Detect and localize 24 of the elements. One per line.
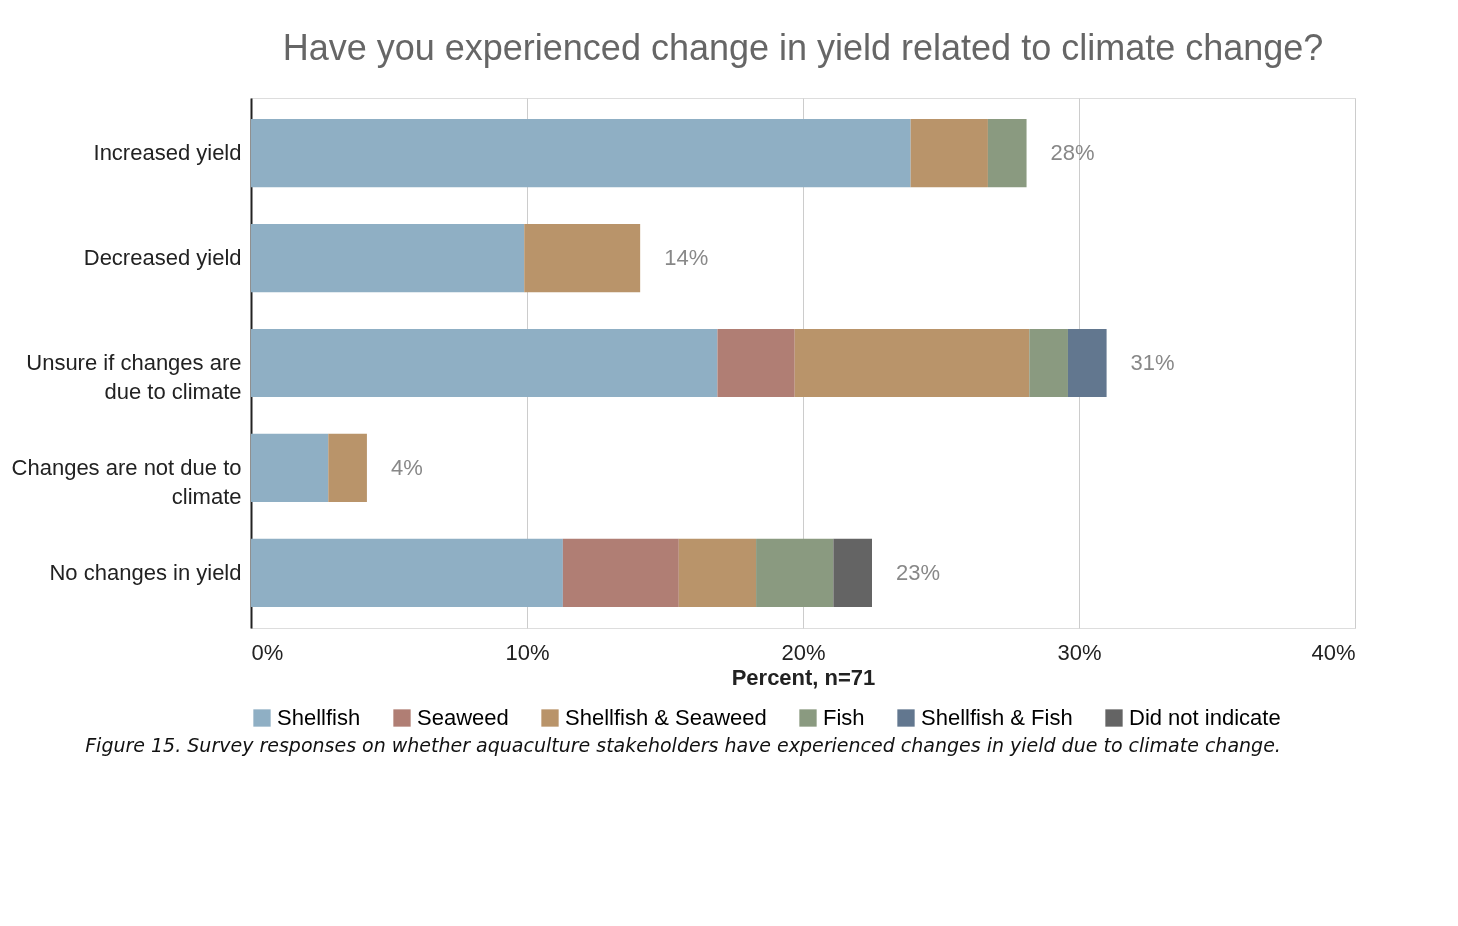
x-tick-label: 40% [1311, 639, 1356, 665]
total-label: 23% [896, 559, 941, 585]
legend-label: Shellfish & Seaweed [565, 705, 767, 730]
legend-label: Seaweed [417, 705, 509, 730]
total-label: 14% [664, 245, 709, 271]
legend-label: Did not indicate [1129, 705, 1281, 730]
x-axis-title: Percent, n=71 [731, 664, 876, 690]
x-tick-label: 10% [505, 639, 550, 665]
y-tick-label: Unsure if changes are due to climate [26, 350, 242, 404]
total-label: 28% [1050, 140, 1095, 166]
y-tick-label: No changes in yield [49, 559, 242, 585]
y-tick-label: Changes are not due to climate [11, 454, 242, 509]
caption: Figure 15. Survey responses on whether aquaculture stakeholders have experienced changes in yield due to climate change. [85, 734, 1281, 756]
x-tick-label: 20% [781, 639, 826, 665]
x-tick-label: 30% [1057, 639, 1102, 665]
total-label: 4% [390, 454, 423, 480]
total-label: 31% [1130, 350, 1175, 375]
legend-label: Shellfish [277, 705, 361, 730]
legend-label: Shellfish & Fish [921, 705, 1073, 730]
chart-title: Have you experienced change in yield related to climate change? [282, 27, 1324, 68]
y-tick-label: Increased yield [93, 140, 242, 166]
y-tick-label: Decreased yield [83, 245, 242, 271]
x-tick-label: 0% [251, 639, 284, 665]
legend-label: Fish [823, 705, 865, 730]
